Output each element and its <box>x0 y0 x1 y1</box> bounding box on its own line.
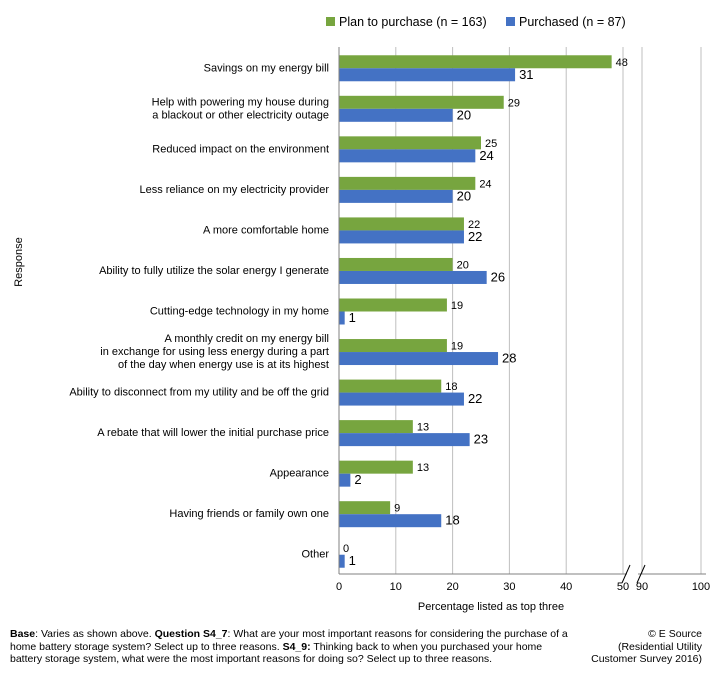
bar-purchased-7 <box>339 352 499 366</box>
credit-line-1: © E Source <box>648 628 702 640</box>
category-label-10: Appearance <box>270 468 329 480</box>
bar-plan-6 <box>339 298 447 312</box>
bar-purchased-8 <box>339 392 464 406</box>
category-label-4: A more comfortable home <box>203 224 329 236</box>
value-label-purchased-10: 2 <box>354 472 361 487</box>
credit-line-2: (Residential Utility <box>617 640 702 653</box>
category-label-3: Less reliance on my electricity provider <box>139 184 329 196</box>
value-label-plan-12: 0 <box>343 543 349 555</box>
bar-plan-1 <box>339 95 504 109</box>
bar-plan-0 <box>339 55 612 69</box>
bar-plan-11 <box>339 501 391 515</box>
category-label-6: Cutting-edge technology in my home <box>150 306 329 318</box>
legend-swatch-plan <box>326 17 335 26</box>
footer-base-label: Base <box>10 628 36 640</box>
value-label-plan-5: 20 <box>457 259 469 271</box>
x-tick-label-20: 20 <box>446 581 458 593</box>
value-label-plan-1: 29 <box>508 97 520 109</box>
bar-purchased-3 <box>339 189 453 203</box>
bar-purchased-6 <box>339 311 345 325</box>
value-label-plan-2: 25 <box>485 138 497 150</box>
legend-label-purchased: Purchased (n = 87) <box>519 15 626 29</box>
value-label-plan-6: 19 <box>451 300 463 312</box>
legend-label-plan: Plan to purchase (n = 163) <box>339 15 487 29</box>
value-label-plan-9: 13 <box>417 422 429 434</box>
bar-purchased-4 <box>339 230 464 244</box>
category-label-1-line-0: Help with powering my house during <box>152 96 329 108</box>
axis-break-mark-right <box>636 564 646 584</box>
bar-purchased-0 <box>339 68 516 82</box>
value-label-plan-3: 24 <box>479 178 491 190</box>
value-label-purchased-1: 20 <box>457 107 471 122</box>
value-label-purchased-4: 22 <box>468 229 482 244</box>
bar-plan-2 <box>339 136 481 150</box>
value-label-purchased-9: 23 <box>474 432 488 447</box>
bar-purchased-12 <box>339 554 345 568</box>
value-label-purchased-11: 18 <box>445 513 459 528</box>
x-tick-label-0: 0 <box>336 581 342 593</box>
value-label-plan-0: 48 <box>616 57 628 69</box>
value-label-purchased-3: 20 <box>457 188 471 203</box>
category-label-7-line-0: A monthly credit on my energy bill <box>165 333 329 345</box>
category-label-9: A rebate that will lower the initial pur… <box>97 427 329 439</box>
axis-break-mark-left <box>621 564 631 584</box>
category-label-5: Ability to fully utilize the solar energ… <box>99 265 329 277</box>
bar-purchased-11 <box>339 514 442 528</box>
x-tick-label-40: 40 <box>560 581 572 593</box>
category-label-7-line-2: of the day when energy use is at its hig… <box>118 359 329 371</box>
value-label-purchased-5: 26 <box>491 269 505 284</box>
value-label-purchased-8: 22 <box>468 391 482 406</box>
bar-plan-7 <box>339 339 447 353</box>
x-tick-label-10: 10 <box>390 581 402 593</box>
bar-purchased-2 <box>339 149 476 163</box>
x-tick-label-50: 50 <box>617 581 629 593</box>
legend-swatch-purchased <box>506 17 515 26</box>
bar-purchased-10 <box>339 473 351 487</box>
category-label-7-line-1: in exchange for using less energy during… <box>100 346 329 358</box>
bar-purchased-5 <box>339 270 487 284</box>
y-axis-title: Response <box>13 237 25 287</box>
x-tick-label-90: 90 <box>636 581 648 593</box>
bar-plan-3 <box>339 176 476 190</box>
category-label-2: Reduced impact on the environment <box>152 143 329 155</box>
value-label-purchased-6: 1 <box>349 310 356 325</box>
bar-plan-9 <box>339 420 413 434</box>
value-label-plan-10: 13 <box>417 462 429 474</box>
footer-base-text: : Varies as shown above. <box>35 628 155 640</box>
bar-plan-10 <box>339 460 413 474</box>
value-label-purchased-7: 28 <box>502 351 516 366</box>
value-label-plan-8: 18 <box>445 381 457 393</box>
footer-question-text: : What are your most important reasons f… <box>10 628 568 653</box>
footer-question-label: Question S4_7 <box>154 628 228 640</box>
x-tick-label-100: 100 <box>692 581 710 593</box>
x-tick-label-30: 30 <box>503 581 515 593</box>
value-label-purchased-0: 31 <box>519 67 533 82</box>
category-label-8: Ability to disconnect from my utility an… <box>69 387 329 399</box>
category-label-1-line-1: a blackout or other electricity outage <box>152 109 329 121</box>
source-credit: © E Source (Residential Utility Customer… <box>562 628 702 666</box>
category-label-12: Other <box>301 549 329 561</box>
footer-note: Base: Varies as shown above. Question S4… <box>10 628 570 666</box>
credit-line-3: Customer Survey 2016) <box>591 653 702 665</box>
bar-plan-4 <box>339 217 464 231</box>
bar-plan-8 <box>339 379 442 393</box>
bar-purchased-9 <box>339 433 470 447</box>
value-label-plan-11: 9 <box>394 503 400 515</box>
category-label-11: Having friends or family own one <box>169 508 329 520</box>
footer-question2-label: S4_9: <box>282 640 311 653</box>
value-label-plan-4: 22 <box>468 219 480 231</box>
value-label-purchased-2: 24 <box>479 148 493 163</box>
value-label-plan-7: 19 <box>451 341 463 353</box>
bar-purchased-1 <box>339 108 453 122</box>
bar-plan-5 <box>339 257 453 271</box>
value-label-purchased-12: 1 <box>349 553 356 568</box>
category-label-0: Savings on my energy bill <box>204 62 329 74</box>
footer-question2-text: Thinking back to when you purchased your… <box>10 640 543 666</box>
x-axis-title: Percentage listed as top three <box>418 601 564 613</box>
